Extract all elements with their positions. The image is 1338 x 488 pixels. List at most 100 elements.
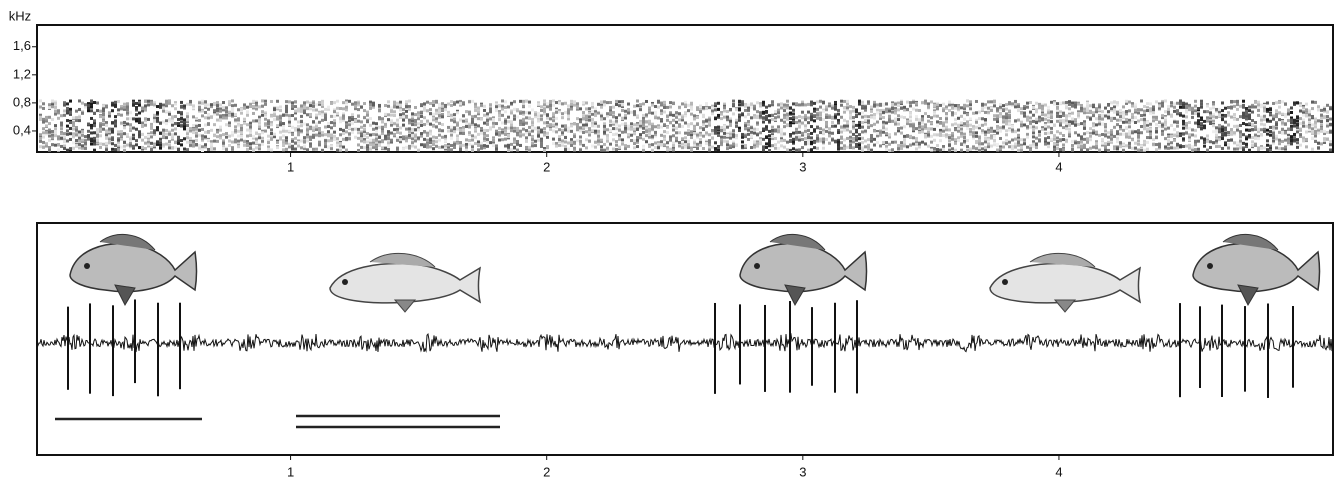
spectrogram-cell <box>378 117 381 120</box>
spectrogram-cell <box>72 128 75 131</box>
spectrogram-cell <box>372 133 375 136</box>
spectrogram-cell <box>855 129 858 132</box>
spectrogram-cell <box>972 112 975 115</box>
spectrogram-cell <box>747 120 750 123</box>
spectrogram-cell <box>927 120 930 123</box>
spectrogram-cell <box>168 140 171 143</box>
spectrogram-cell <box>51 136 54 139</box>
spectrogram-cell <box>1089 147 1092 150</box>
spectrogram-cell <box>450 126 453 129</box>
spectrogram-cell <box>48 106 51 109</box>
spectrogram-cell <box>270 148 273 151</box>
spectrogram-cell <box>108 141 111 144</box>
spectrogram-cell <box>48 149 51 152</box>
spectrogram-cell <box>549 117 552 120</box>
spectrogram-cell <box>513 114 516 117</box>
spectrogram-cell <box>774 143 777 146</box>
spectrogram-cell <box>1101 114 1104 117</box>
spectrogram-cell <box>87 104 90 107</box>
spectrogram-cell <box>843 111 846 114</box>
spectrogram-cell <box>660 144 663 147</box>
spectrogram-cell <box>366 136 369 139</box>
spectrogram-cell <box>225 136 228 139</box>
spectrogram-cell <box>1233 148 1236 151</box>
spectrogram-cell <box>255 119 258 122</box>
spectrogram-cell <box>183 123 186 126</box>
spectrogram-cell <box>417 149 420 152</box>
spectrogram-cell <box>735 134 738 137</box>
spectrogram-cell <box>837 131 840 134</box>
spectrogram-cell <box>684 111 687 114</box>
spectrogram-cell <box>987 131 990 134</box>
spectrogram-cell <box>912 101 915 104</box>
spectrogram-cell <box>663 106 666 109</box>
spectrogram-cell <box>561 131 564 134</box>
spectrogram-cell <box>465 119 468 122</box>
spectrogram-cell <box>177 139 180 142</box>
spectrogram-cell <box>846 146 849 149</box>
spectrogram-cell <box>597 130 600 133</box>
spectrogram-cell <box>696 123 699 126</box>
spectrogram-cell <box>903 108 906 111</box>
spectrogram-cell <box>423 102 426 105</box>
spectrogram-cell <box>792 120 795 123</box>
spectrogram-cell <box>861 105 864 108</box>
spectrogram-cell <box>747 123 750 126</box>
spectrogram-cell <box>714 132 717 135</box>
spectrogram-cell <box>936 115 939 118</box>
spectrogram-cell <box>321 110 324 113</box>
spectrogram-cell <box>102 143 105 146</box>
spectrogram-cell <box>885 148 888 151</box>
spectrogram-cell <box>414 146 417 149</box>
spectrogram-cell <box>438 129 441 132</box>
spectrogram-cell <box>615 100 618 103</box>
spectrogram-cell <box>471 134 474 137</box>
spectrogram-cell <box>636 104 639 107</box>
spectrogram-cell <box>1197 148 1200 151</box>
spectrogram-cell <box>546 145 549 148</box>
spectrogram-cell <box>423 109 426 112</box>
spectrogram-cell <box>1239 115 1242 118</box>
spectrogram-cell <box>630 111 633 114</box>
spectrogram-cell <box>1158 143 1161 146</box>
spectrogram-cell <box>1074 123 1077 126</box>
spectrogram-cell <box>825 116 828 119</box>
spectrogram-cell <box>543 110 546 113</box>
spectrogram-cell <box>1137 108 1140 111</box>
spectrogram-cell <box>528 111 531 114</box>
spectrogram-cell <box>717 126 720 129</box>
spectrogram-cell <box>1089 111 1092 114</box>
spectrogram-cell <box>378 136 381 139</box>
spectrogram-cell <box>846 137 849 140</box>
spectrogram-cell <box>144 142 147 145</box>
spectrogram-cell <box>534 113 537 116</box>
spectrogram-cell <box>510 121 513 124</box>
spectrogram-cell <box>1263 107 1266 110</box>
spectrogram-cell <box>366 120 369 123</box>
spectrogram-cell <box>351 103 354 106</box>
spectrogram-cell <box>1194 100 1197 103</box>
spectrogram-cell <box>1275 109 1278 112</box>
spectrogram-cell <box>954 138 957 141</box>
spectrogram-cell <box>1110 131 1113 134</box>
spectrogram-cell <box>942 103 945 106</box>
spectrogram-cell <box>297 120 300 123</box>
spectrogram-cell <box>981 147 984 150</box>
spectrogram-cell <box>129 117 132 120</box>
spectrogram-cell <box>402 115 405 118</box>
spectrogram-cell <box>1155 136 1158 139</box>
spectrogram-cell <box>243 103 246 106</box>
spectrogram-cell <box>465 125 468 128</box>
spectrogram-cell <box>501 99 504 102</box>
spectrogram-cell <box>726 134 729 137</box>
spectrogram-cell <box>54 113 57 116</box>
spectrogram-cell <box>411 112 414 115</box>
spectrogram-cell <box>96 101 99 104</box>
spectrogram-cell <box>318 127 321 130</box>
spectrogram-cell <box>465 138 468 141</box>
spectrogram-cell <box>234 125 237 128</box>
spectrogram-cell <box>102 104 105 107</box>
spectrogram-cell <box>114 105 117 108</box>
spectrogram-cell <box>1245 123 1248 126</box>
spectrogram-cell <box>369 107 372 110</box>
